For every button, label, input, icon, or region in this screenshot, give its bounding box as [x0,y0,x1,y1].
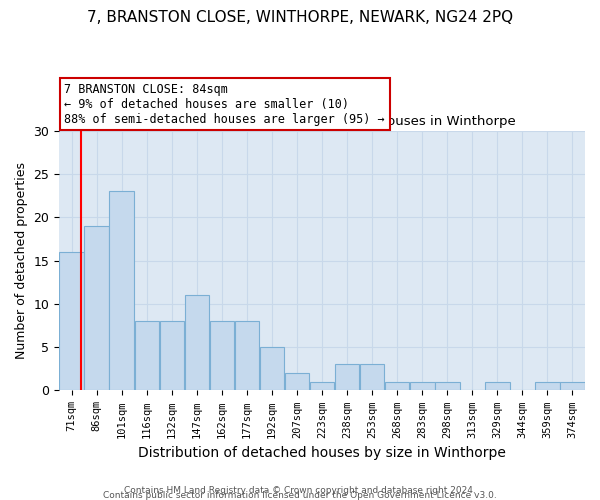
Bar [485,382,509,390]
Bar [235,321,259,390]
Y-axis label: Number of detached properties: Number of detached properties [15,162,28,359]
Bar [85,226,109,390]
Bar [335,364,359,390]
Title: Size of property relative to detached houses in Winthorpe: Size of property relative to detached ho… [129,115,515,128]
Text: 7 BRANSTON CLOSE: 84sqm
← 9% of detached houses are smaller (10)
88% of semi-det: 7 BRANSTON CLOSE: 84sqm ← 9% of detached… [64,82,385,126]
Bar [260,347,284,391]
Bar [360,364,385,390]
Bar [185,295,209,390]
Text: 7, BRANSTON CLOSE, WINTHORPE, NEWARK, NG24 2PQ: 7, BRANSTON CLOSE, WINTHORPE, NEWARK, NG… [87,10,513,25]
Bar [160,321,184,390]
Bar [435,382,460,390]
Bar [535,382,560,390]
Bar [134,321,159,390]
Bar [109,192,134,390]
Text: Contains HM Land Registry data © Crown copyright and database right 2024.: Contains HM Land Registry data © Crown c… [124,486,476,495]
Bar [59,252,84,390]
Text: Contains public sector information licensed under the Open Government Licence v3: Contains public sector information licen… [103,490,497,500]
Bar [209,321,234,390]
Bar [385,382,409,390]
Bar [310,382,334,390]
Bar [560,382,585,390]
X-axis label: Distribution of detached houses by size in Winthorpe: Distribution of detached houses by size … [138,446,506,460]
Bar [285,373,310,390]
Bar [410,382,434,390]
